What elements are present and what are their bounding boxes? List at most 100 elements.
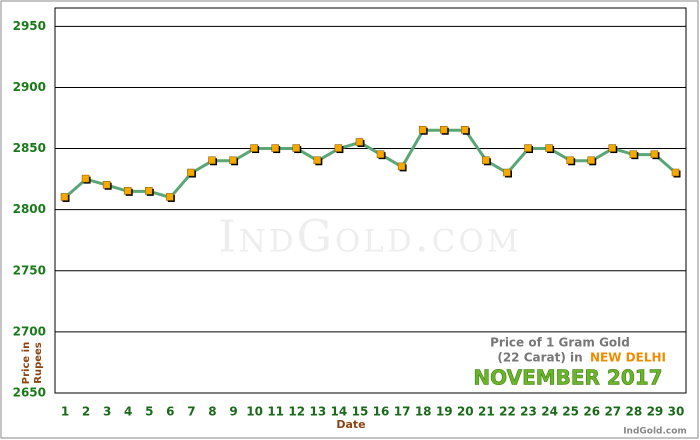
data-point — [292, 144, 302, 154]
credit: IndGold.com — [623, 427, 687, 437]
data-point — [145, 187, 154, 196]
y-tick-label: 2850 — [13, 141, 46, 155]
data-point — [608, 144, 618, 154]
marker — [566, 156, 574, 165]
x-tick-label: 24 — [541, 405, 558, 419]
data-point — [166, 193, 175, 202]
marker — [250, 144, 258, 152]
marker — [482, 156, 490, 165]
data-point — [566, 156, 576, 166]
x-tick-label: 18 — [415, 405, 432, 419]
x-axis-label: Date — [336, 418, 365, 431]
x-tick-label: 7 — [187, 405, 195, 419]
caption-line: (22 Carat) in — [497, 351, 582, 365]
x-tick-label: 22 — [499, 405, 516, 419]
x-tick-label: 17 — [394, 405, 411, 419]
marker — [650, 150, 659, 158]
data-point — [545, 144, 555, 154]
watermark: IndGold.com — [218, 212, 521, 263]
x-tick-label: 5 — [145, 405, 153, 419]
marker — [313, 156, 322, 165]
x-tick-label: 11 — [267, 405, 284, 419]
caption-line: Price of 1 Gram Gold — [490, 336, 630, 350]
marker — [355, 138, 364, 146]
marker — [229, 156, 237, 165]
x-tick-label: 8 — [208, 405, 216, 419]
data-point — [650, 150, 660, 160]
marker — [397, 162, 406, 171]
marker — [145, 187, 153, 195]
data-point — [60, 193, 70, 202]
marker — [671, 168, 680, 177]
x-tick-label: 1 — [61, 405, 69, 419]
x-tick-label: 28 — [626, 405, 643, 419]
x-tick-label: 13 — [309, 405, 326, 419]
y-axis-label: Rupees — [33, 342, 44, 384]
data-point — [524, 144, 534, 154]
data-point — [208, 156, 217, 166]
marker — [102, 180, 111, 189]
x-tick-label: 20 — [457, 405, 474, 419]
y-tick-label: 2650 — [13, 386, 46, 400]
data-point — [629, 150, 639, 160]
y-axis-label: Price in — [21, 342, 32, 384]
x-tick-label: 29 — [647, 405, 664, 419]
data-point — [313, 156, 323, 166]
x-tick-label: 27 — [604, 405, 621, 419]
y-tick-label: 2950 — [13, 19, 46, 33]
marker — [271, 144, 279, 152]
marker — [81, 174, 90, 183]
marker — [208, 156, 216, 165]
y-tick-label: 2900 — [13, 80, 46, 94]
data-point — [187, 168, 196, 178]
marker — [123, 187, 132, 195]
data-point — [397, 162, 407, 172]
x-tick-label: 15 — [352, 405, 369, 419]
marker — [60, 193, 69, 201]
marker — [166, 193, 174, 201]
data-point — [439, 125, 449, 135]
x-tick-label: 19 — [436, 405, 453, 419]
location: NEW DELHI — [590, 351, 666, 365]
marker — [418, 125, 427, 134]
data-point — [587, 156, 597, 166]
marker — [545, 144, 553, 152]
marker — [503, 168, 511, 177]
data-point — [482, 156, 491, 166]
data-point — [355, 138, 365, 147]
x-tick-label: 10 — [246, 405, 263, 419]
marker — [439, 125, 448, 134]
marker — [629, 150, 638, 158]
marker — [376, 150, 385, 158]
data-point — [81, 174, 91, 184]
data-point — [271, 144, 281, 154]
x-tick-label: 26 — [583, 405, 600, 419]
x-tick-label: 9 — [229, 405, 237, 419]
data-point — [250, 144, 260, 154]
data-point — [376, 150, 386, 160]
y-tick-label: 2750 — [13, 263, 46, 277]
x-tick-label: 25 — [562, 405, 579, 419]
data-point — [334, 144, 344, 154]
data-point — [229, 156, 239, 166]
marker — [587, 156, 595, 165]
x-tick-label: 30 — [668, 405, 685, 419]
data-point — [418, 125, 428, 135]
x-tick-label: 14 — [331, 405, 348, 419]
x-tick-label: 12 — [288, 405, 305, 419]
y-tick-label: 2800 — [13, 202, 46, 216]
x-tick-label: 23 — [520, 405, 537, 419]
x-tick-label: 6 — [166, 405, 174, 419]
data-point — [503, 168, 512, 178]
marker — [524, 144, 532, 152]
x-tick-label: 3 — [103, 405, 111, 419]
x-tick-label: 4 — [124, 405, 132, 419]
data-point — [123, 187, 133, 196]
marker — [187, 168, 195, 177]
x-tick-label: 16 — [373, 405, 390, 419]
data-point — [461, 125, 470, 135]
data-point — [102, 180, 112, 190]
